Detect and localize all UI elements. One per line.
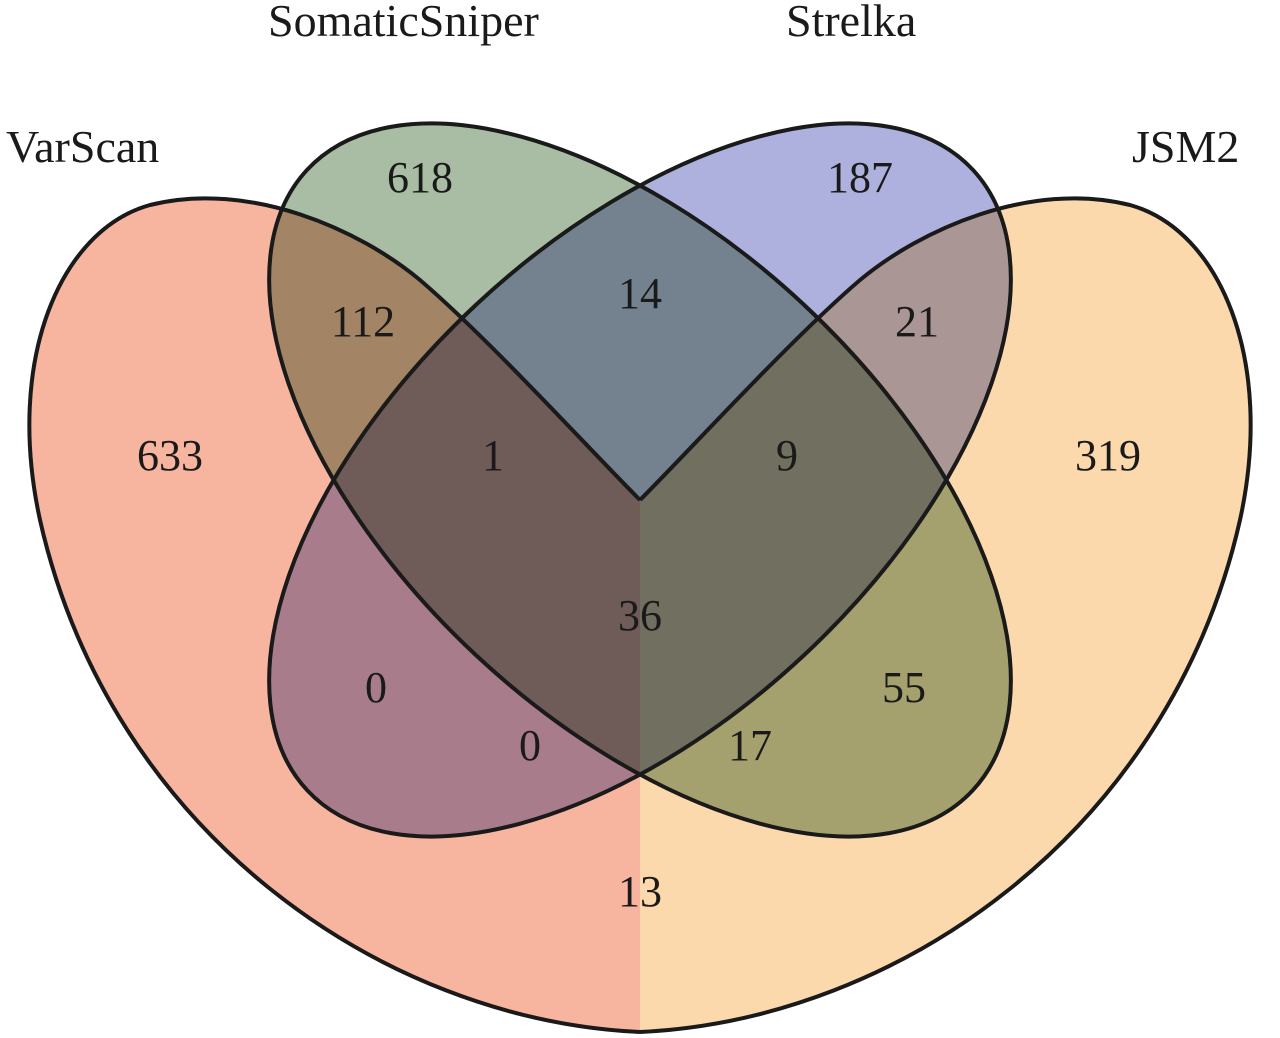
count-somaticsniper-strelka-jsm2: 9: [776, 431, 798, 480]
strelka-outline: [267, 121, 1013, 839]
strelka-set-shape: [269, 123, 1011, 837]
set-labels: VarScan SomaticSniper Strelka JSM2: [6, 0, 1239, 172]
region-counts: 633 618 187 319 112 14 21 1 9 36 0 0 17 …: [137, 153, 1141, 916]
varscan-outline: [27, 196, 642, 1034]
count-varscan-only: 633: [137, 431, 203, 480]
varscan-label: VarScan: [6, 121, 159, 172]
count-all-four: 36: [618, 591, 662, 640]
count-strelka-only: 187: [827, 153, 893, 202]
jsm2-label: JSM2: [1132, 121, 1239, 172]
count-somaticsniper-strelka: 14: [618, 269, 662, 318]
count-somaticsniper-only: 618: [387, 153, 453, 202]
count-strelka-jsm2: 21: [895, 297, 939, 346]
count-jsm2-only: 319: [1075, 431, 1141, 480]
jsm2-outline: [638, 196, 1253, 1034]
count-varscan-jsm2: 13: [618, 867, 662, 916]
count-varscan-somaticsniper-strelka: 1: [482, 431, 504, 480]
count-varscan-strelka: 0: [365, 663, 387, 712]
set-outlines: [27, 121, 1253, 1034]
count-somaticsniper-jsm2: 55: [882, 663, 926, 712]
strelka-label: Strelka: [786, 0, 916, 46]
count-varscan-strelka-jsm2: 0: [519, 721, 541, 770]
set-fills: [29, 123, 1251, 1032]
count-varscan-somaticsniper-jsm2: 17: [728, 721, 772, 770]
somaticsniper-outline: [267, 121, 1013, 839]
somaticsniper-label: SomaticSniper: [268, 0, 539, 46]
count-varscan-somaticsniper: 112: [331, 297, 395, 346]
